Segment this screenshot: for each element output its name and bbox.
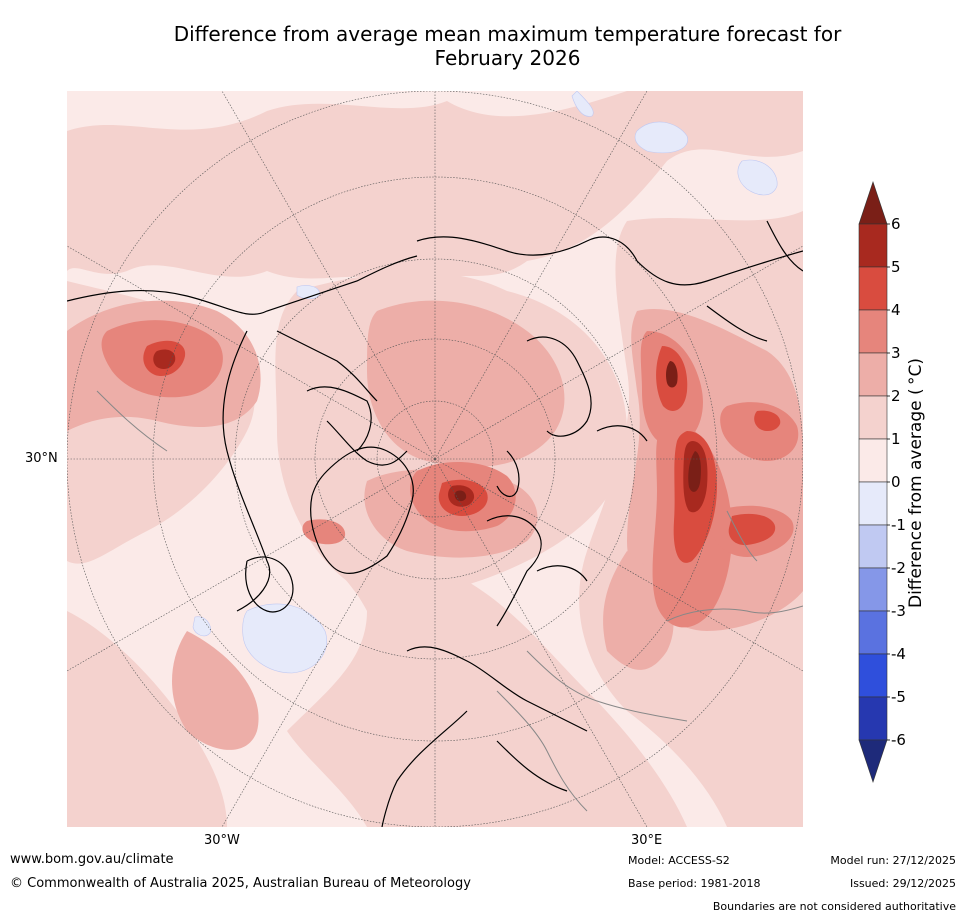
anomaly-above-6-ural bbox=[666, 361, 678, 388]
lat-label-30n: 30°N bbox=[25, 451, 58, 466]
colorbar-band-3 bbox=[858, 309, 888, 354]
latitude-circle-60 bbox=[234, 258, 636, 660]
title-line-2: February 2026 bbox=[434, 46, 581, 70]
colorbar-band-7 bbox=[858, 481, 888, 526]
colorbar-svg: 6 5 4 3 2 1 0 -1 -2 -3 -4 -5 -6 bbox=[858, 181, 906, 783]
colorbar-band-1 bbox=[858, 223, 888, 268]
forecast-map bbox=[67, 91, 803, 827]
colorbar-tick-label: -3 bbox=[891, 602, 906, 620]
colorbar-band-8 bbox=[858, 524, 888, 569]
colorbar-band-9 bbox=[858, 567, 888, 612]
colorbar-band-11 bbox=[858, 653, 888, 698]
colorbar-tick-label: 2 bbox=[891, 387, 901, 405]
anomaly-neg-pacific-2 bbox=[634, 121, 688, 154]
boundary-europe-east bbox=[526, 650, 688, 722]
boundary-russia-mongolia bbox=[726, 510, 758, 562]
colorbar-tick-label: 6 bbox=[891, 215, 901, 233]
colorbar-tick-label: -5 bbox=[891, 688, 906, 706]
colorbar-tick-label: 1 bbox=[891, 430, 901, 448]
colorbar-extend-min bbox=[858, 739, 888, 783]
footer-disclaimer: Boundaries are not considered authoritat… bbox=[712, 900, 956, 913]
colorbar-band-4 bbox=[858, 352, 888, 397]
colorbar-band-2 bbox=[858, 266, 888, 311]
anomaly-above-6-regions bbox=[454, 361, 701, 502]
anomaly-below-0-regions bbox=[192, 91, 778, 674]
colorbar-tick-label: -4 bbox=[891, 645, 906, 663]
colorbar-band-10 bbox=[858, 610, 888, 655]
anomaly-neg-pacific-1 bbox=[571, 91, 594, 117]
boundary-russia-kazakhstan bbox=[666, 605, 803, 622]
map-title: Difference from average mean maximum tem… bbox=[60, 22, 955, 70]
footer-model: Model: ACCESS-S2 bbox=[628, 854, 730, 867]
colorbar-band-6 bbox=[858, 438, 888, 483]
meridian-150w bbox=[221, 91, 436, 460]
footer-base-period: Base period: 1981-2018 bbox=[628, 877, 761, 890]
colorbar-tick-label: -6 bbox=[891, 731, 906, 749]
meridian-120e bbox=[434, 245, 803, 460]
coastline-east-asia bbox=[706, 220, 803, 342]
anomaly-neg-pacific-3 bbox=[737, 159, 778, 196]
footer-copyright: © Commonwealth of Australia 2025, Austra… bbox=[10, 876, 471, 891]
anomaly-above-6-west-siberia bbox=[688, 451, 701, 492]
anomaly-2-3-far-east bbox=[172, 631, 259, 750]
title-line-1: Difference from average mean maximum tem… bbox=[173, 22, 842, 46]
colorbar-tick-label: -2 bbox=[891, 559, 906, 577]
boundary-us-canada bbox=[96, 390, 168, 452]
colorbar-tick-label: 0 bbox=[891, 473, 901, 491]
coastline-alaska-canada bbox=[67, 255, 418, 612]
coastline-novaya-zemlya bbox=[496, 450, 520, 498]
coastlines bbox=[67, 220, 803, 827]
meridian-30w bbox=[221, 458, 436, 827]
colorbar-tick-label: 4 bbox=[891, 301, 901, 319]
anomaly-3-4-kara bbox=[302, 519, 346, 545]
coastline-hudson-bay bbox=[245, 556, 294, 613]
colorbar-title-text: Difference from average ( °C) bbox=[906, 357, 926, 609]
footer-model-run: Model run: 27/12/2025 bbox=[830, 854, 956, 867]
meridian-120w bbox=[67, 245, 436, 460]
boundary-europe-central bbox=[496, 690, 588, 812]
anomaly-neg-atlantic bbox=[242, 603, 327, 674]
colorbar-tick-label: -1 bbox=[891, 516, 906, 534]
forecast-map-svg bbox=[67, 91, 803, 827]
coastline-greenland bbox=[310, 446, 414, 575]
colorbar-band-5 bbox=[858, 395, 888, 440]
anomaly-2-3-arctic bbox=[367, 300, 565, 467]
lon-label-30w: 30°W bbox=[204, 833, 240, 848]
country-boundaries bbox=[96, 390, 803, 812]
footer-issued: Issued: 29/12/2025 bbox=[849, 877, 956, 890]
lon-label-30e: 30°E bbox=[631, 833, 663, 848]
anomaly-1-2-pacific-south bbox=[67, 611, 227, 827]
colorbar-tick-label: 3 bbox=[891, 344, 901, 362]
graticule bbox=[67, 91, 803, 827]
anomaly-neg-small bbox=[192, 616, 211, 637]
coastline-siberia-north bbox=[416, 236, 803, 286]
footer-website[interactable]: www.bom.gov.au/climate bbox=[10, 852, 174, 867]
colorbar-band-12 bbox=[858, 696, 888, 741]
colorbar-extend-max bbox=[858, 181, 888, 225]
coastline-scandinavia bbox=[486, 515, 588, 627]
coastline-canada-arctic-islands bbox=[306, 386, 408, 466]
anomaly-3-4-east-siberia bbox=[720, 402, 799, 461]
colorbar: 6 5 4 3 2 1 0 -1 -2 -3 -4 -5 -6 bbox=[850, 180, 910, 785]
coastline-taimyr-kara bbox=[526, 336, 648, 442]
colorbar-tick-label: 5 bbox=[891, 258, 901, 276]
coastline-europe bbox=[381, 646, 588, 827]
anomaly-4-5-east-siberia bbox=[754, 410, 781, 432]
